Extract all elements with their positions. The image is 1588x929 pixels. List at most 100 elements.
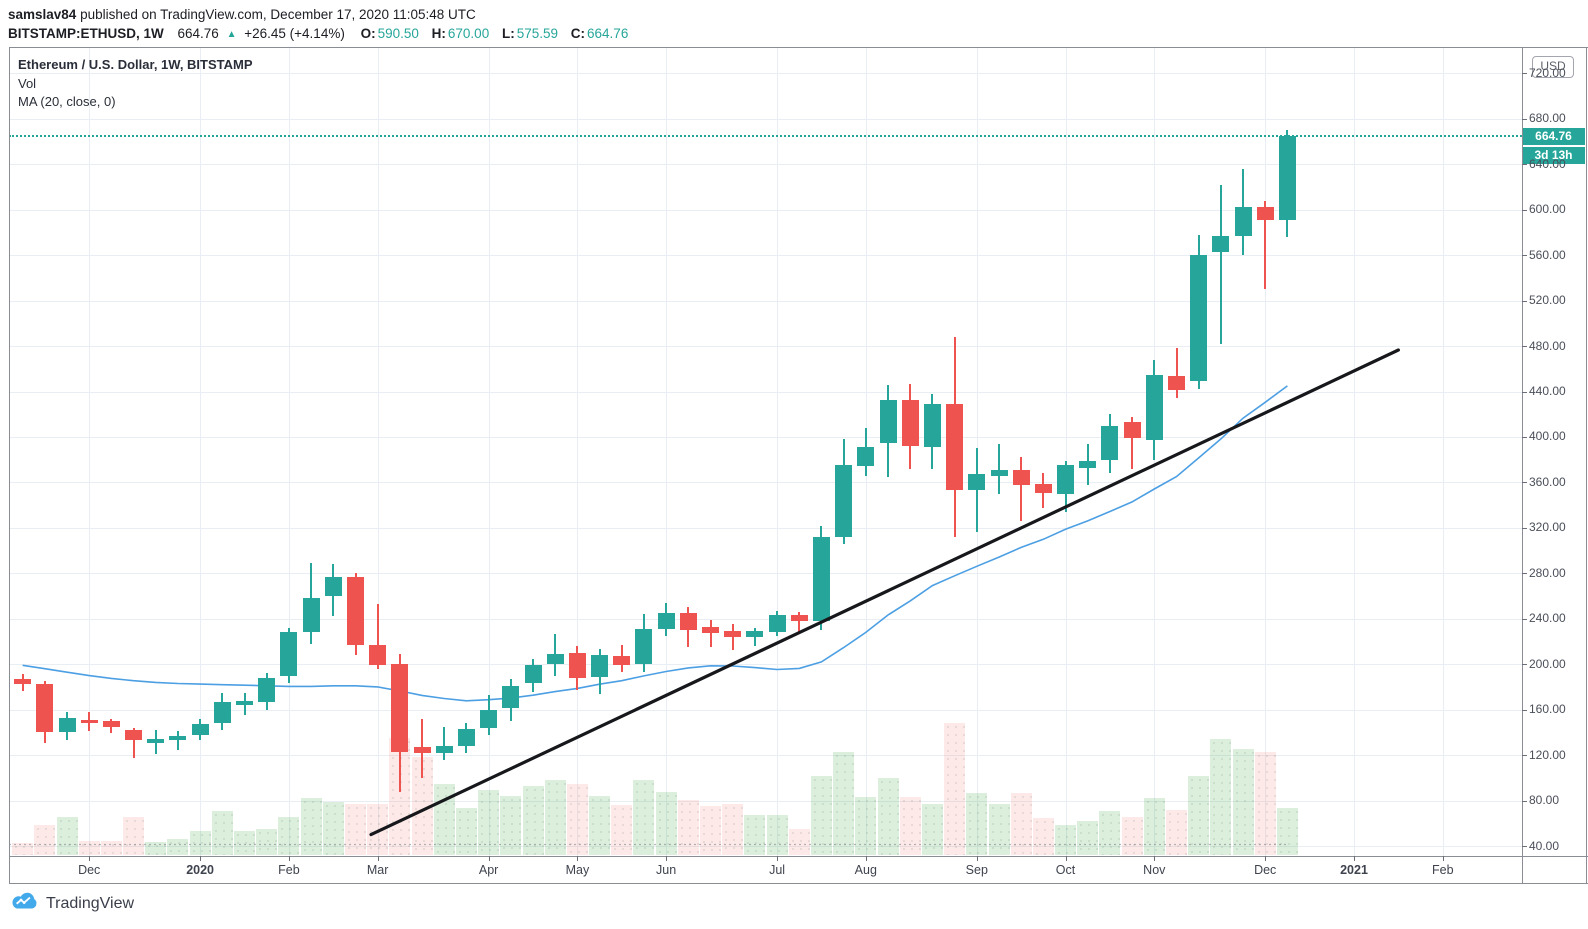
- price-gridline: [9, 346, 1522, 348]
- price-axis-label: 480.00: [1529, 338, 1566, 353]
- candle-body: [369, 644, 387, 666]
- volume-bar: [700, 806, 721, 855]
- price-change: +26.45 (+4.14%): [244, 26, 345, 41]
- price-axis-tick: [1522, 118, 1527, 120]
- price-axis-label: 40.00: [1529, 838, 1560, 853]
- candle-wick: [1219, 184, 1222, 344]
- time-axis-tick: [200, 856, 202, 861]
- volume-bar: [34, 824, 56, 855]
- price-axis-tick: [1522, 573, 1527, 575]
- candle-body: [524, 665, 542, 684]
- price-gridline: [9, 118, 1522, 120]
- current-price-dotted-line: [9, 135, 1522, 138]
- candle-body: [480, 709, 498, 728]
- price-axis-tick: [1522, 164, 1527, 166]
- price-axis-label: 160.00: [1529, 702, 1566, 717]
- volume-bar: [433, 783, 455, 855]
- close-value: C: 664.76: [570, 26, 629, 41]
- price-gridline: [9, 255, 1522, 257]
- time-axis-tick: [1442, 856, 1444, 861]
- time-axis-tick: [777, 856, 779, 861]
- candle-wick: [1175, 348, 1178, 399]
- candle-body: [591, 655, 608, 677]
- candle-body: [1234, 207, 1252, 236]
- candle-body: [901, 399, 919, 447]
- price-axis-label: 320.00: [1529, 520, 1566, 535]
- author-name: samslav84: [8, 7, 77, 22]
- time-axis-tick: [89, 856, 91, 861]
- volume-bar: [1010, 793, 1032, 855]
- time-axis-label: Aug: [854, 863, 877, 877]
- time-axis-tick: [1065, 856, 1067, 861]
- candle-body: [768, 615, 786, 633]
- volume-bar: [1099, 811, 1121, 855]
- candle-body: [36, 683, 54, 733]
- candle-body: [502, 685, 520, 709]
- price-axis-label: 400.00: [1529, 429, 1566, 444]
- candle-body: [1123, 422, 1141, 439]
- price-axis-tick: [1522, 664, 1527, 666]
- candle-body: [1278, 136, 1296, 221]
- volume-bar: [566, 783, 588, 855]
- time-axis-tick: [488, 856, 490, 861]
- price-gridline: [9, 800, 1522, 802]
- tradingview-logo[interactable]: TradingView: [10, 891, 134, 917]
- byline-text: published on TradingView.com, December 1…: [76, 7, 476, 22]
- price-axis-label: 520.00: [1529, 293, 1566, 308]
- price-gridline: [9, 618, 1522, 620]
- candle-body: [946, 404, 964, 491]
- month-gridline: [89, 47, 91, 856]
- price-axis-label: 240.00: [1529, 611, 1566, 626]
- price-axis-label: 600.00: [1529, 202, 1566, 217]
- price-gridline: [9, 755, 1522, 757]
- candle-body: [1034, 483, 1052, 493]
- candle-body: [923, 404, 941, 448]
- currency-unit-button[interactable]: USD: [1532, 56, 1574, 78]
- price-axis-tick: [1522, 709, 1527, 711]
- volume-bar: [966, 793, 988, 855]
- candle-body: [568, 652, 586, 678]
- price-axis-label: 720.00: [1529, 65, 1566, 80]
- time-axis-label: Dec: [1254, 863, 1277, 877]
- month-gridline: [1442, 47, 1444, 856]
- candle-body: [546, 654, 564, 665]
- price-gridline: [9, 482, 1522, 484]
- month-gridline: [288, 47, 290, 856]
- price-gridline: [9, 300, 1522, 302]
- candle-body: [879, 399, 897, 443]
- candle-wick: [443, 726, 446, 760]
- volume-bar: [145, 841, 167, 855]
- volume-bar: [833, 752, 855, 855]
- time-axis-label: 2020: [186, 863, 214, 877]
- candle-body: [657, 613, 675, 629]
- time-axis-tick: [1265, 856, 1267, 861]
- time-axis-tick: [377, 856, 379, 861]
- tradingview-cloud-icon: [10, 891, 40, 917]
- candle-body: [746, 631, 764, 637]
- candle-wick: [709, 619, 712, 648]
- volume-bar: [899, 796, 921, 855]
- volume-bar: [300, 798, 322, 855]
- candle-body: [258, 677, 276, 702]
- legend-volume-study: Vol: [18, 75, 37, 91]
- volume-bar: [522, 786, 544, 855]
- volume-bar: [1032, 818, 1054, 855]
- candle-body: [1256, 207, 1274, 220]
- price-axis-label: 680.00: [1529, 111, 1566, 126]
- candle-body: [280, 632, 298, 676]
- volume-bar: [766, 815, 788, 855]
- volume-bar: [788, 828, 810, 855]
- candle-body: [1101, 425, 1119, 460]
- price-axis-label: 80.00: [1529, 793, 1560, 807]
- bar-countdown-label: 3d 13h: [1522, 146, 1585, 164]
- volume-bar: [1055, 824, 1076, 855]
- price-gridline: [9, 209, 1522, 211]
- candle-body: [213, 701, 231, 724]
- time-axis-tick: [288, 856, 290, 861]
- volume-bar: [633, 779, 655, 855]
- candle-body: [1212, 235, 1230, 252]
- price-axis-tick: [1522, 800, 1527, 802]
- volume-bar: [256, 828, 278, 855]
